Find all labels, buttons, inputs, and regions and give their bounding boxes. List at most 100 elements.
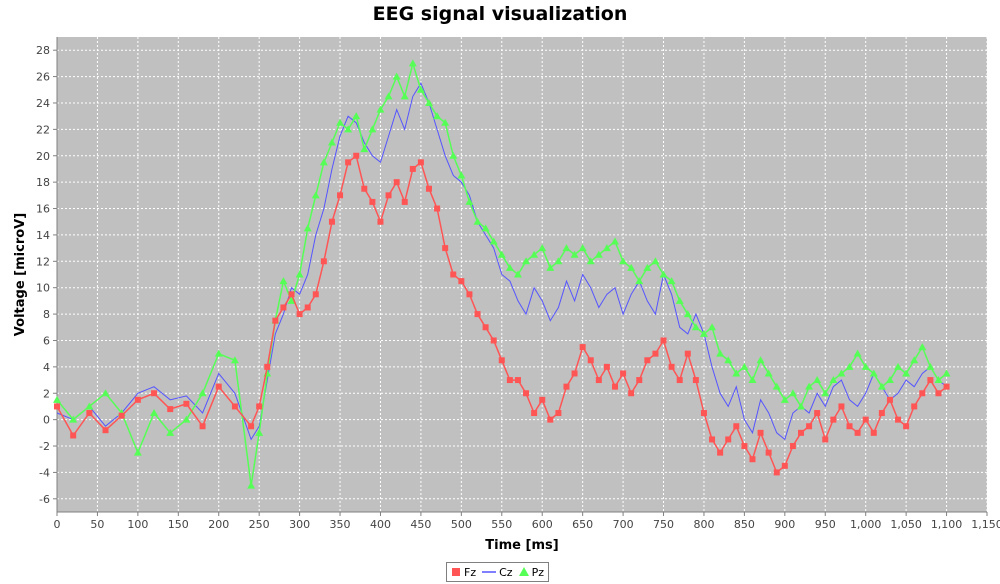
data-point-fz <box>183 400 190 407</box>
data-point-fz <box>498 357 505 364</box>
data-point-fz <box>377 218 384 225</box>
x-tick-label: 1,000 <box>850 518 882 531</box>
data-point-fz <box>749 456 756 463</box>
data-point-pz <box>902 369 911 377</box>
legend-label: Pz <box>531 565 544 579</box>
data-point-pz <box>85 402 94 410</box>
y-tick-label: 6 <box>43 334 50 347</box>
data-point-pz <box>311 191 320 199</box>
data-point-fz <box>393 179 400 186</box>
data-point-fz <box>717 449 724 456</box>
y-tick-label: 26 <box>36 71 50 84</box>
data-point-fz <box>288 291 295 298</box>
data-point-fz <box>426 185 432 192</box>
data-point-fz <box>514 377 521 384</box>
data-point-fz <box>660 337 667 344</box>
data-point-fz <box>434 205 441 212</box>
data-point-fz <box>337 192 344 199</box>
data-point-fz <box>781 462 788 469</box>
data-point-pz <box>659 270 668 278</box>
data-point-fz <box>539 396 546 403</box>
data-point-pz <box>368 125 377 133</box>
data-point-fz <box>806 423 813 430</box>
data-point-fz <box>919 390 926 397</box>
data-point-pz <box>764 369 773 377</box>
data-point-fz <box>450 271 457 278</box>
data-point-pz <box>400 92 409 100</box>
data-point-fz <box>895 416 902 423</box>
data-point-fz <box>506 377 513 384</box>
data-point-pz <box>619 257 628 265</box>
data-point-fz <box>789 443 796 450</box>
y-tick-label: 14 <box>36 229 50 242</box>
x-tick-label: 1,150 <box>971 518 1000 531</box>
data-point-pz <box>53 395 61 403</box>
x-tick-label: 550 <box>491 518 512 531</box>
data-point-pz <box>699 329 708 337</box>
data-point-pz <box>643 263 652 271</box>
x-tick-label: 950 <box>815 518 836 531</box>
data-point-pz <box>740 362 749 370</box>
data-point-fz <box>587 357 594 364</box>
data-point-fz <box>272 317 279 324</box>
data-point-pz <box>538 244 547 252</box>
data-point-fz <box>531 410 538 417</box>
data-point-pz <box>295 270 304 278</box>
series-pz <box>53 59 951 489</box>
data-point-fz <box>636 377 643 384</box>
data-point-pz <box>522 257 531 265</box>
data-point-fz <box>822 436 829 443</box>
x-tick-label: 750 <box>653 518 674 531</box>
data-point-fz <box>248 423 255 430</box>
y-tick-label: 10 <box>36 282 50 295</box>
data-point-pz <box>788 389 797 397</box>
data-point-fz <box>644 357 651 364</box>
data-point-pz <box>230 356 239 364</box>
x-tick-label: 0 <box>54 518 61 531</box>
data-point-fz <box>563 383 570 390</box>
data-point-pz <box>602 244 611 252</box>
data-point-pz <box>594 250 603 258</box>
data-point-pz <box>894 362 903 370</box>
data-point-fz <box>911 403 918 410</box>
data-point-fz <box>620 370 627 377</box>
data-point-pz <box>683 310 692 318</box>
data-point-pz <box>255 428 264 436</box>
y-tick-label: -2 <box>39 440 50 453</box>
y-tick-label: 28 <box>36 44 50 57</box>
legend-square-marker <box>452 568 460 576</box>
data-point-pz <box>651 257 660 265</box>
data-point-pz <box>586 257 595 265</box>
data-point-fz <box>725 436 732 443</box>
data-point-pz <box>319 158 328 166</box>
data-point-fz <box>830 416 837 423</box>
data-point-fz <box>733 423 740 430</box>
data-point-fz <box>870 429 877 436</box>
data-point-fz <box>595 377 602 384</box>
data-point-pz <box>813 376 822 384</box>
data-point-fz <box>886 396 893 403</box>
data-point-pz <box>910 356 919 364</box>
data-point-fz <box>458 278 465 285</box>
data-point-pz <box>570 250 579 258</box>
data-point-fz <box>773 469 780 476</box>
data-point-fz <box>652 350 659 357</box>
data-point-pz <box>716 349 725 357</box>
data-point-fz <box>118 412 125 419</box>
data-point-pz <box>408 59 417 67</box>
data-point-fz <box>256 403 263 410</box>
data-point-fz <box>692 377 699 384</box>
data-point-pz <box>635 277 644 285</box>
data-point-pz <box>780 395 789 403</box>
legend-label: Cz <box>499 565 513 579</box>
data-point-pz <box>150 409 159 417</box>
data-point-pz <box>667 277 676 285</box>
data-point-pz <box>934 376 943 384</box>
data-point-pz <box>877 382 886 390</box>
data-point-fz <box>684 350 691 357</box>
data-point-pz <box>344 125 353 133</box>
data-point-pz <box>869 369 878 377</box>
data-point-pz <box>530 250 539 258</box>
data-point-pz <box>797 402 805 410</box>
y-tick-label: 16 <box>36 203 50 216</box>
